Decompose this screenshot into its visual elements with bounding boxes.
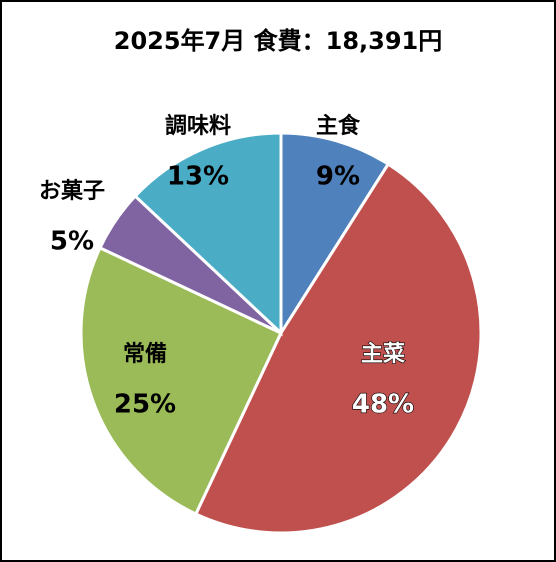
pie-slice <box>279 131 391 339</box>
category-label: 調味料 <box>165 113 231 139</box>
category-label: お菓子 <box>39 178 105 204</box>
pie-slice <box>193 162 483 535</box>
pie-slice <box>79 245 283 516</box>
category-label: 主菜 <box>361 342 405 367</box>
value-label: 25% <box>114 390 176 420</box>
category-label: 主食 <box>316 113 361 139</box>
value-label: 5% <box>50 227 94 257</box>
value-label: 13% <box>167 162 229 192</box>
pie-slice <box>133 131 283 337</box>
value-label: 9% <box>316 162 360 192</box>
value-label: 48% <box>352 390 414 420</box>
chart-title: 2025年7月 食費：18,391円 <box>114 27 442 55</box>
category-label: 常備 <box>123 341 167 367</box>
